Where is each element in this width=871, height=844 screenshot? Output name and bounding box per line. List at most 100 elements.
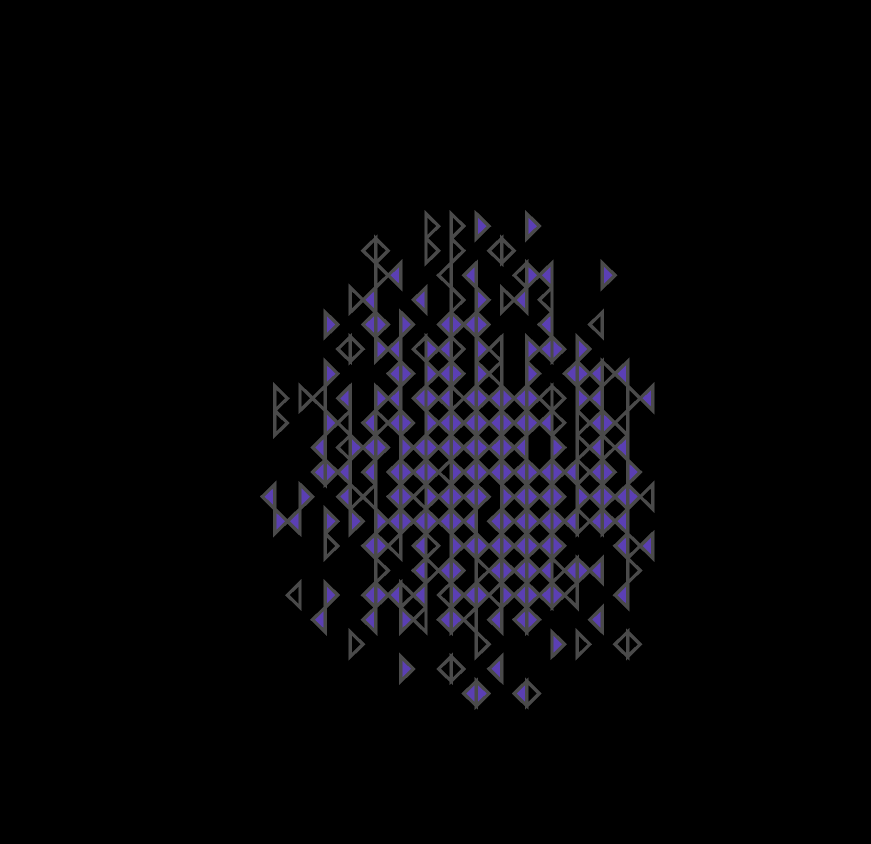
mesh-triangle: [637, 529, 655, 563]
mesh-triangle: [525, 529, 542, 563]
mesh-triangle: [575, 332, 593, 366]
mesh-triangle: [385, 381, 403, 415]
mesh-triangle: [550, 554, 568, 587]
mesh-triangle: [424, 332, 442, 366]
mesh-triangle: [499, 554, 517, 587]
mesh-triangle: [323, 504, 341, 538]
mesh-triangle: [399, 603, 416, 637]
mesh-triangle: [625, 480, 643, 514]
mesh-triangle: [399, 455, 416, 489]
mesh-triangle: [449, 480, 467, 514]
mesh-triangle: [525, 406, 542, 440]
mesh-triangle: [550, 504, 568, 538]
mesh-triangle: [637, 381, 655, 415]
mesh-triangle: [449, 406, 467, 440]
mesh-triangle: [424, 234, 442, 268]
mesh-triangle: [273, 381, 290, 415]
mesh-triangle: [373, 578, 391, 612]
mesh-triangle: [373, 258, 391, 292]
mesh-triangle: [550, 381, 568, 415]
mesh-triangle: [449, 504, 467, 538]
mesh-triangle: [600, 480, 618, 514]
mesh-triangle: [499, 406, 517, 440]
mesh-triangle: [625, 455, 643, 489]
mesh-triangle: [461, 258, 479, 292]
mesh-triangle: [449, 431, 467, 464]
mesh-triangle: [360, 455, 378, 489]
mesh-triangle: [474, 357, 492, 391]
mesh-triangle: [399, 431, 416, 464]
mesh-triangle: [360, 480, 378, 514]
mesh-triangle: [575, 357, 593, 391]
mesh-triangle: [499, 234, 517, 268]
mesh-triangle: [424, 431, 442, 464]
mesh-triangle: [449, 529, 467, 563]
mesh-triangle: [474, 480, 492, 514]
mesh-triangle: [474, 431, 492, 464]
mesh-triangle: [348, 332, 366, 366]
mesh-triangle: [284, 504, 302, 538]
mesh-triangle: [424, 209, 442, 243]
mesh-triangle: [575, 627, 593, 661]
mesh-triangle: [499, 529, 517, 563]
mesh-triangle: [335, 455, 353, 489]
mesh-triangle: [536, 258, 554, 292]
mesh-triangle: [424, 381, 442, 415]
mesh-triangle: [550, 455, 568, 489]
mesh-triangle: [612, 431, 630, 464]
mesh-triangle: [525, 381, 542, 415]
mesh-triangle: [525, 578, 542, 612]
mesh-triangle: [424, 480, 442, 514]
mesh-triangle: [273, 406, 290, 440]
mesh-triangle: [449, 283, 467, 317]
mesh-triangle: [525, 480, 542, 514]
mesh-triangle: [499, 480, 517, 514]
mesh-triangle: [575, 406, 593, 440]
mesh-triangle: [360, 283, 378, 317]
mesh-triangle: [525, 455, 542, 489]
mesh-triangle: [474, 578, 492, 612]
mesh-triangle: [525, 209, 542, 243]
mesh-triangle: [525, 332, 542, 366]
mesh-triangle: [587, 308, 605, 341]
mesh-triangle: [525, 357, 542, 391]
mesh-triangle: [399, 652, 416, 686]
mesh-triangle: [550, 529, 568, 563]
mesh-triangle: [373, 504, 391, 538]
mesh-triangle: [410, 283, 428, 317]
mesh-triangle: [424, 554, 442, 587]
mesh-triangle: [449, 652, 467, 686]
mesh-triangle: [486, 652, 504, 686]
mesh-triangle: [424, 357, 442, 391]
mesh-triangle: [449, 578, 467, 612]
mesh-triangle: [335, 406, 353, 440]
mesh-triangle: [348, 480, 366, 514]
mesh-triangle: [486, 357, 504, 391]
mesh-triangle: [323, 578, 341, 612]
mesh-triangle: [385, 258, 403, 292]
mesh-triangle: [536, 283, 554, 317]
mesh-triangle: [612, 578, 630, 612]
mesh-triangle: [499, 504, 517, 538]
mesh-triangle: [550, 578, 568, 612]
mesh-triangle: [399, 578, 416, 612]
mesh-triangle: [385, 529, 403, 563]
mesh-triangle: [525, 677, 542, 710]
mesh-triangle: [474, 332, 492, 366]
mesh-triangle: [550, 332, 568, 366]
mesh-triangle: [536, 308, 554, 341]
mesh-triangle: [525, 504, 542, 538]
mesh-triangle: [600, 504, 618, 538]
mesh-triangle: [499, 381, 517, 415]
mesh-triangle: [525, 258, 542, 292]
mesh-triangle: [550, 480, 568, 514]
mesh-triangle: [600, 357, 618, 391]
mesh-triangle: [449, 234, 467, 268]
mesh-triangle: [373, 431, 391, 464]
mesh-triangle: [323, 455, 341, 489]
mesh-triangle: [612, 357, 630, 391]
mesh-triangle: [449, 308, 467, 341]
mesh-triangle: [373, 332, 391, 366]
mesh-triangle: [399, 357, 416, 391]
